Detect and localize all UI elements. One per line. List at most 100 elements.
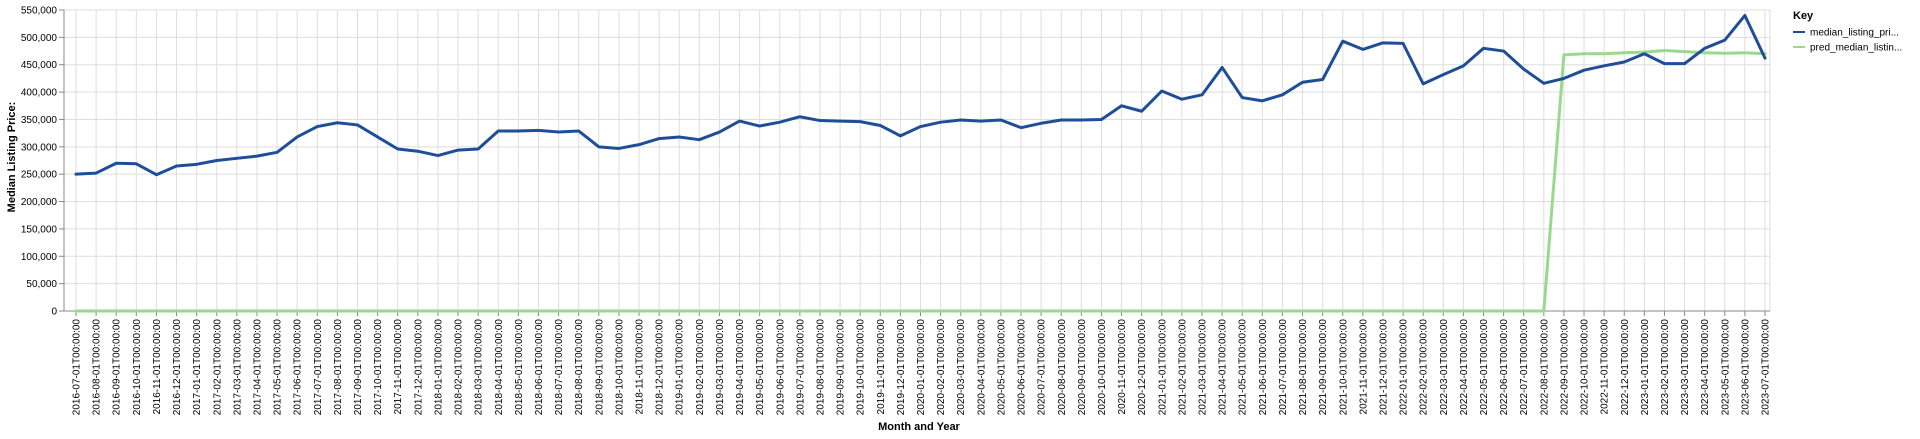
x-tick-label: 2023-06-01T00:00:00: [1740, 319, 1751, 416]
x-tick-label: 2017-11-01T00:00:00: [393, 319, 404, 415]
x-tick-label: 2020-01-01T00:00:00: [916, 319, 927, 416]
y-tick-label: 100,000: [21, 252, 58, 263]
x-tick-label: 2017-12-01T00:00:00: [413, 319, 424, 416]
legend-title: Key: [1793, 10, 1814, 22]
x-tick-label: 2019-04-01T00:00:00: [735, 319, 746, 416]
x-tick-label: 2017-07-01T00:00:00: [313, 319, 324, 416]
series-lines: [74, 13, 1767, 313]
x-tick-label: 2023-02-01T00:00:00: [1660, 319, 1671, 416]
x-tick-label: 2020-06-01T00:00:00: [1017, 319, 1028, 416]
y-tick-label: 150,000: [21, 224, 58, 235]
x-tick-label: 2018-09-01T00:00:00: [594, 319, 605, 416]
y-tick-label: 350,000: [21, 115, 58, 126]
x-tick-label: 2017-04-01T00:00:00: [252, 319, 263, 416]
x-tick-label: 2020-04-01T00:00:00: [976, 319, 987, 416]
x-tick-label: 2021-04-01T00:00:00: [1218, 319, 1229, 416]
x-tick-label: 2019-01-01T00:00:00: [675, 319, 686, 416]
x-tick-label: 2017-05-01T00:00:00: [273, 319, 284, 416]
y-tick-label: 450,000: [21, 60, 58, 71]
x-tick-label: 2017-01-01T00:00:00: [192, 319, 203, 416]
x-tick-label: 2018-01-01T00:00:00: [433, 319, 444, 416]
x-tick-label: 2022-05-01T00:00:00: [1479, 319, 1490, 416]
x-tick-label: 2019-02-01T00:00:00: [695, 319, 706, 416]
x-tick-label: 2018-04-01T00:00:00: [494, 319, 505, 416]
x-tick-label: 2022-06-01T00:00:00: [1499, 319, 1510, 416]
x-tick-label: 2021-02-01T00:00:00: [1177, 319, 1188, 416]
x-axis-title: Month and Year: [878, 421, 960, 433]
x-tick-label: 2021-01-01T00:00:00: [1157, 319, 1168, 416]
y-tick-label: 250,000: [21, 170, 58, 181]
x-tick-label: 2019-03-01T00:00:00: [715, 319, 726, 416]
legend-label: pred_median_listin...: [1810, 43, 1902, 54]
series-line-1: [74, 49, 1767, 313]
x-tick-label: 2020-12-01T00:00:00: [1137, 319, 1148, 416]
legend: Key median_listing_pri... pred_median_lis…: [1793, 10, 1902, 54]
x-tick-label: 2018-05-01T00:00:00: [514, 319, 525, 416]
x-tick-label: 2021-07-01T00:00:00: [1278, 319, 1289, 416]
x-tick-label: 2020-07-01T00:00:00: [1037, 319, 1048, 416]
x-tick-label: 2020-08-01T00:00:00: [1057, 319, 1068, 416]
x-tick-label: 2018-07-01T00:00:00: [554, 319, 565, 416]
x-tick-label: 2022-01-01T00:00:00: [1399, 319, 1410, 416]
x-tick-label: 2022-10-01T00:00:00: [1580, 319, 1591, 416]
legend-label: median_listing_pri...: [1810, 28, 1899, 39]
x-tick-label: 2018-06-01T00:00:00: [534, 319, 545, 416]
series-line-0: [74, 13, 1767, 177]
x-tick-label: 2022-08-01T00:00:00: [1539, 319, 1550, 416]
x-tick-label: 2021-03-01T00:00:00: [1198, 319, 1209, 416]
x-tick-label: 2017-02-01T00:00:00: [212, 319, 223, 416]
x-tick-label: 2018-08-01T00:00:00: [574, 319, 585, 416]
gridlines: [64, 9, 1771, 312]
x-tick-label: 2019-11-01T00:00:00: [876, 319, 887, 415]
x-tick-label: 2022-12-01T00:00:00: [1620, 319, 1631, 416]
x-tick-label: 2017-06-01T00:00:00: [293, 319, 304, 416]
x-tick-label: 2020-03-01T00:00:00: [956, 319, 967, 416]
y-axis-title: Median Listing Price:: [6, 102, 18, 213]
y-tick-label: 500,000: [21, 33, 58, 44]
y-tick-label: 200,000: [21, 197, 58, 208]
x-tick-label: 2023-03-01T00:00:00: [1680, 319, 1691, 416]
x-tick-label: 2019-09-01T00:00:00: [836, 319, 847, 416]
x-tick-label: 2019-08-01T00:00:00: [815, 319, 826, 416]
x-tick-label: 2022-09-01T00:00:00: [1559, 319, 1570, 416]
y-tick-label: 50,000: [26, 279, 57, 290]
x-tick-label: 2023-05-01T00:00:00: [1720, 319, 1731, 416]
x-tick-label: 2022-02-01T00:00:00: [1419, 319, 1430, 416]
x-tick-label: 2018-10-01T00:00:00: [614, 319, 625, 416]
x-tick-label: 2017-09-01T00:00:00: [353, 319, 364, 416]
x-tick-label: 2017-03-01T00:00:00: [232, 319, 243, 416]
x-axis: 2016-07-01T00:00:00 2016-08-01T00:00:00 20…: [64, 310, 1772, 416]
x-tick-label: 2023-07-01T00:00:00: [1761, 319, 1772, 416]
x-tick-label: 2016-08-01T00:00:00: [92, 319, 103, 416]
x-tick-label: 2021-09-01T00:00:00: [1318, 319, 1329, 416]
x-tick-label: 2018-02-01T00:00:00: [454, 319, 465, 416]
x-tick-label: 2021-05-01T00:00:00: [1238, 319, 1249, 416]
x-tick-label: 2021-12-01T00:00:00: [1378, 319, 1389, 416]
x-tick-label: 2019-10-01T00:00:00: [856, 319, 867, 416]
x-tick-label: 2020-02-01T00:00:00: [936, 319, 947, 416]
x-tick-label: 2023-04-01T00:00:00: [1700, 319, 1711, 416]
x-tick-label: 2018-12-01T00:00:00: [655, 319, 666, 416]
x-tick-label: 2020-09-01T00:00:00: [1077, 319, 1088, 416]
x-tick-label: 2020-10-01T00:00:00: [1097, 319, 1108, 416]
x-tick-label: 2019-05-01T00:00:00: [755, 319, 766, 416]
x-tick-label: 2021-11-01T00:00:00: [1358, 319, 1369, 415]
x-tick-label: 2022-07-01T00:00:00: [1519, 319, 1530, 416]
x-tick-label: 2019-07-01T00:00:00: [795, 319, 806, 416]
x-tick-label: 2019-12-01T00:00:00: [896, 319, 907, 416]
x-tick-label: 2021-06-01T00:00:00: [1258, 319, 1269, 416]
x-tick-label: 2016-10-01T00:00:00: [132, 319, 143, 416]
y-tick-label: 550,000: [21, 6, 58, 17]
x-tick-label: 2021-08-01T00:00:00: [1298, 319, 1309, 416]
x-tick-label: 2016-09-01T00:00:00: [112, 319, 123, 416]
x-tick-label: 2020-11-01T00:00:00: [1117, 319, 1128, 415]
x-tick-label: 2018-11-01T00:00:00: [635, 319, 646, 415]
x-tick-label: 2018-03-01T00:00:00: [474, 319, 485, 416]
x-tick-label: 2022-04-01T00:00:00: [1459, 319, 1470, 416]
x-tick-label: 2022-11-01T00:00:00: [1600, 319, 1611, 415]
x-tick-label: 2017-10-01T00:00:00: [373, 319, 384, 416]
x-tick-label: 2022-03-01T00:00:00: [1439, 319, 1450, 416]
x-tick-label: 2019-06-01T00:00:00: [775, 319, 786, 416]
x-tick-label: 2021-10-01T00:00:00: [1338, 319, 1349, 416]
